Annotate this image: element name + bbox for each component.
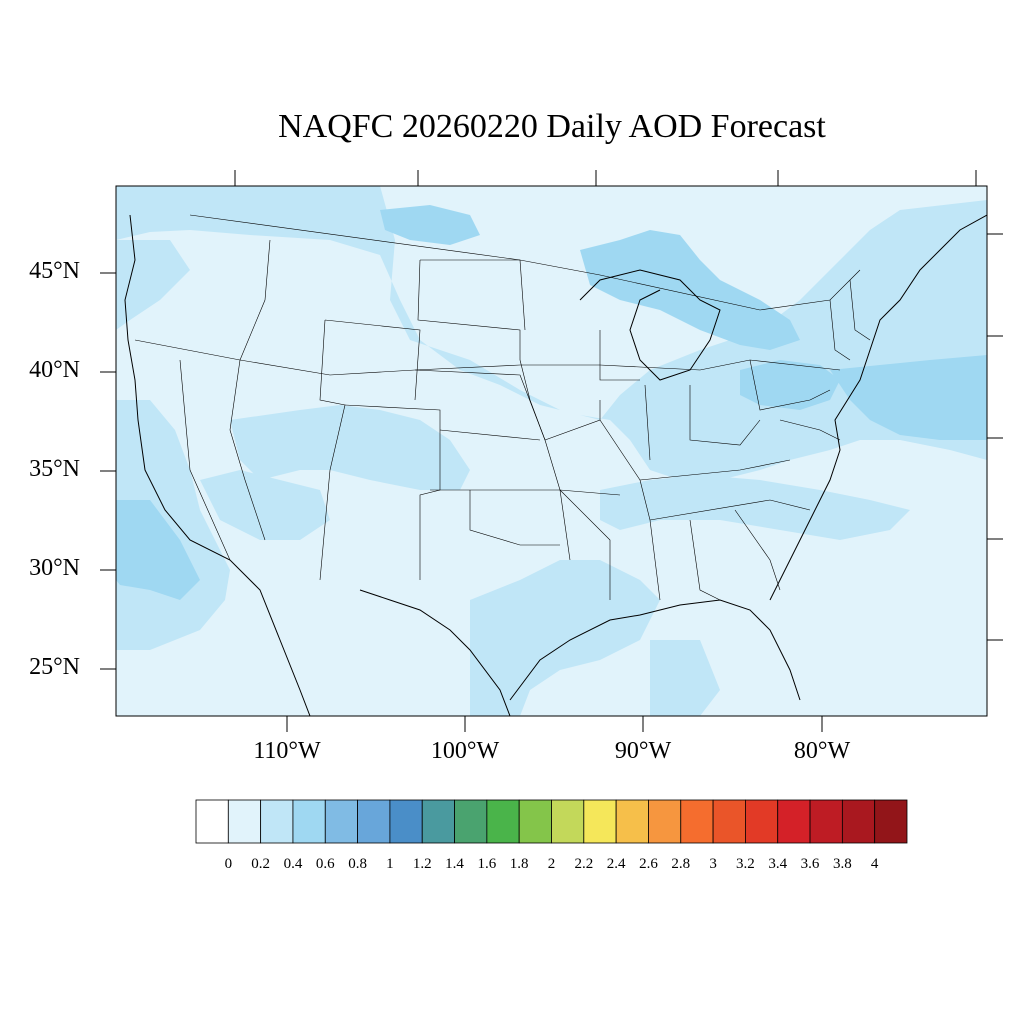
lat-label-45: 45°N [29, 258, 80, 284]
colorbar-swatch [518, 799, 552, 844]
colorbar-label: 3.6 [800, 856, 820, 872]
colorbar-label: 2.8 [671, 856, 691, 872]
colorbar-label: 1 [386, 856, 394, 872]
colorbar [195, 799, 908, 844]
colorbar-label: 3.4 [768, 856, 788, 872]
colorbar-swatch [357, 799, 391, 844]
colorbar-label: 1.2 [412, 856, 432, 872]
colorbar-label: 1.6 [477, 856, 497, 872]
map-frame [115, 185, 988, 717]
colorbar-swatch [227, 799, 262, 844]
lon-label-90w: 90°W [614, 738, 672, 764]
colorbar-label: 3.8 [832, 856, 852, 872]
colorbar-swatch [389, 799, 423, 844]
colorbar-swatch [324, 799, 358, 844]
colorbar-swatch [260, 799, 294, 844]
top-ticks [234, 170, 977, 186]
colorbar-label: 2.4 [606, 856, 626, 872]
colorbar-swatch [615, 799, 649, 844]
colorbar-label: 0.4 [283, 856, 303, 872]
colorbar-swatch [777, 799, 811, 844]
colorbar-label: 0 [224, 856, 233, 872]
colorbar-swatch [195, 799, 229, 844]
colorbar-label: 2.2 [574, 856, 594, 872]
colorbar-swatch [292, 799, 326, 844]
colorbar-swatch [809, 799, 843, 844]
colorbar-label: 0.8 [348, 856, 367, 872]
colorbar-swatch [648, 799, 682, 844]
colorbar-label: 1.4 [445, 856, 464, 872]
lat-label-40: 40°N [29, 357, 80, 383]
colorbar-swatch [551, 799, 585, 844]
colorbar-label: 2.6 [639, 856, 658, 872]
colorbar-swatch [874, 799, 908, 844]
right-ticks [987, 233, 1003, 641]
colorbar-label: 2 [547, 856, 556, 872]
colorbar-swatch [745, 799, 779, 844]
colorbar-swatch [680, 799, 714, 844]
lat-label-35: 35°N [29, 456, 80, 482]
bottom-ticks [286, 716, 823, 732]
map-title: NAQFC 20260220 Daily AOD Forecast [278, 108, 826, 145]
colorbar-swatch [712, 799, 746, 844]
lat-label-30: 30°N [29, 555, 80, 581]
colorbar-label: 1.8 [509, 856, 529, 872]
colorbar-swatch [486, 799, 520, 844]
boundaries [124, 214, 987, 716]
lon-label-110w: 110°W [253, 738, 321, 764]
colorbar-label: 3.2 [736, 856, 755, 872]
colorbar-label: 4 [870, 856, 879, 872]
left-ticks [100, 272, 116, 670]
lon-label-100w: 100°W [430, 738, 500, 764]
colorbar-label: 3 [709, 856, 717, 872]
lon-label-80w: 80°W [793, 738, 851, 764]
lat-label-25: 25°N [29, 654, 80, 680]
colorbar-label: 0.2 [251, 856, 270, 872]
colorbar-swatch [583, 799, 617, 844]
colorbar-swatch [454, 799, 488, 844]
aod-field [116, 186, 987, 716]
colorbar-swatch [841, 799, 876, 844]
colorbar-label: 0.6 [315, 856, 335, 872]
colorbar-swatch [421, 799, 455, 844]
